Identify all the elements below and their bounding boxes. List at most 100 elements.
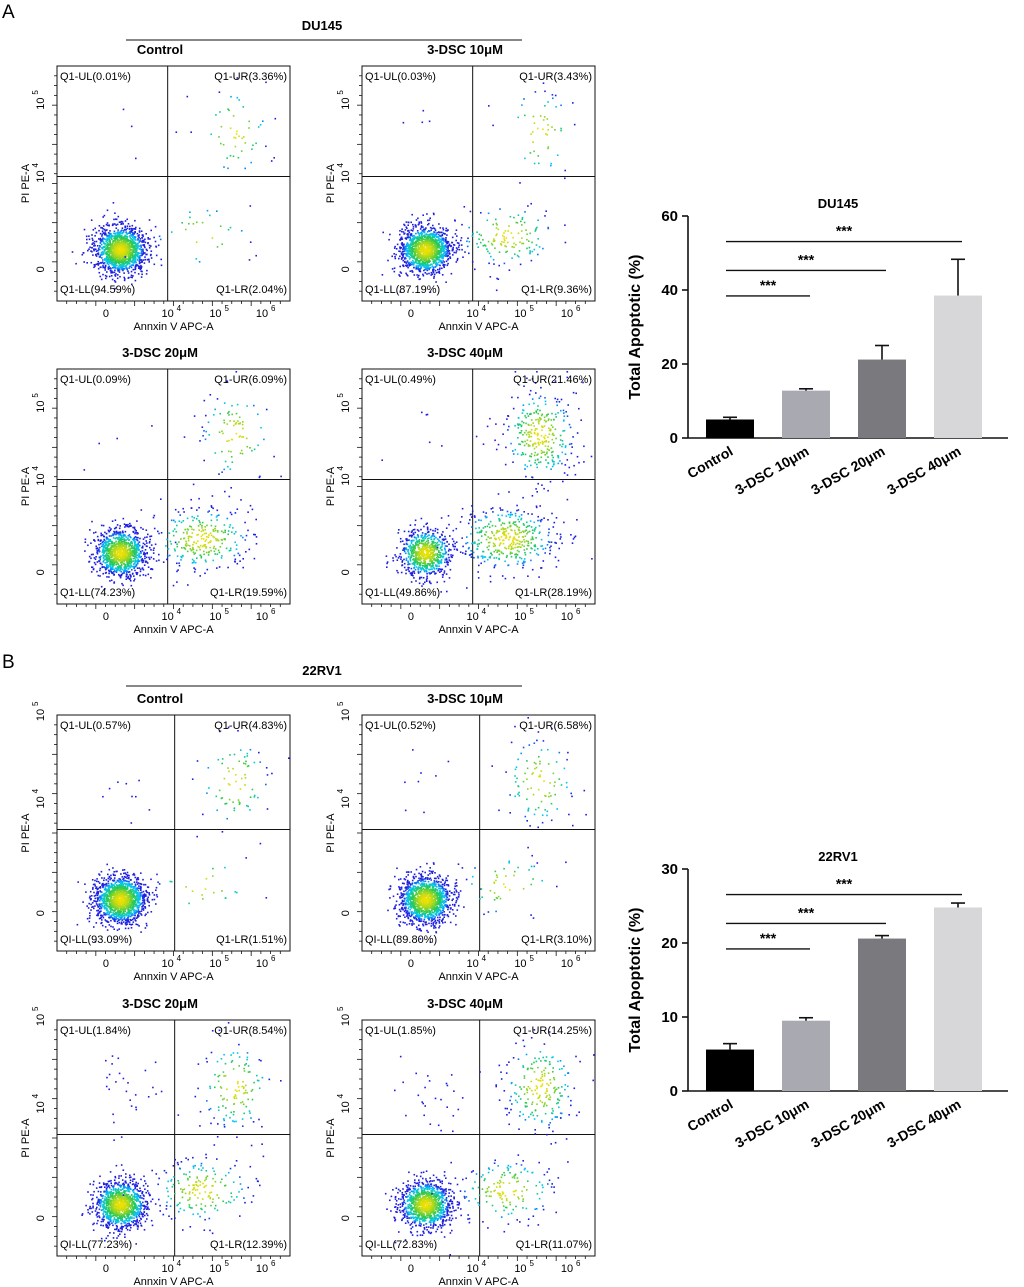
scatter-point — [444, 244, 446, 247]
scatter-point — [102, 557, 105, 559]
scatter-point — [123, 236, 126, 238]
scatter-point — [122, 253, 124, 256]
scatter-point — [106, 561, 108, 564]
scatter-point — [106, 229, 108, 231]
scatter-point — [107, 254, 109, 257]
scatter-point — [199, 548, 201, 551]
scatter-point — [437, 236, 440, 238]
scatter-point — [118, 250, 120, 252]
scatter-point — [122, 552, 124, 554]
scatter-point — [441, 544, 443, 546]
quadrant-ll-label: Q1-LL(94.59%) — [60, 284, 135, 296]
scatter-point — [412, 255, 414, 257]
scatter-point — [189, 548, 192, 550]
scatter-point — [424, 541, 427, 544]
scatter-point — [105, 571, 107, 574]
scatter-point — [423, 244, 426, 247]
scatter-point — [101, 534, 104, 536]
scatter-point — [109, 236, 111, 238]
scatter-point — [120, 564, 123, 567]
scatter-point — [422, 109, 425, 112]
scatter-point — [398, 257, 400, 260]
scatter-point — [108, 258, 110, 261]
scatter-point — [106, 234, 108, 237]
scatter-point — [405, 547, 407, 549]
scatter-point — [180, 559, 182, 561]
scatter-point — [98, 229, 100, 232]
scatter-point — [443, 261, 445, 263]
scatter-point — [426, 213, 428, 215]
scatter-point — [129, 259, 132, 261]
scatter-point — [150, 250, 153, 252]
scatter-point — [231, 404, 233, 407]
scatter-point — [148, 219, 151, 221]
scatter-point — [120, 560, 123, 563]
scatter-point — [134, 528, 136, 531]
scatter-point — [425, 567, 427, 569]
scatter-point — [429, 257, 432, 259]
scatter-point — [410, 234, 413, 237]
scatter-point — [187, 539, 190, 542]
scatter-point — [109, 250, 111, 252]
scatter-point — [407, 251, 410, 253]
scatter-point — [106, 245, 109, 247]
scatter-point — [409, 247, 412, 250]
scatter-point — [228, 414, 230, 416]
scatter-point — [395, 253, 397, 256]
scatter-point — [135, 531, 137, 534]
scatter-point — [139, 257, 141, 259]
scatter-point — [111, 571, 113, 574]
scatter-point — [111, 238, 113, 241]
scatter-point — [144, 553, 146, 556]
scatter-point — [219, 225, 222, 227]
scatter-point — [444, 565, 447, 568]
scatter-point — [140, 559, 143, 561]
scatter-point — [96, 547, 99, 549]
scatter-point — [132, 246, 135, 249]
scatter-point — [232, 115, 235, 117]
y-tick-exponent: 5 — [31, 90, 40, 95]
scatter-point — [85, 235, 88, 238]
scatter-point — [460, 239, 462, 242]
scatter-point — [216, 519, 218, 521]
scatter-point — [423, 230, 425, 232]
scatter-point — [132, 232, 134, 234]
scatter-point — [219, 412, 221, 415]
scatter-point — [125, 239, 127, 242]
scatter-point — [431, 246, 433, 249]
scatter-point — [420, 234, 423, 236]
scatter-point — [399, 233, 401, 236]
scatter-point — [180, 538, 182, 540]
scatter-point — [435, 246, 437, 249]
scatter-point — [114, 557, 117, 559]
scatter-point — [423, 269, 425, 272]
scatter-point — [435, 249, 437, 252]
scatter-point — [105, 255, 108, 258]
scatter-point — [422, 577, 425, 579]
scatter-point — [120, 235, 122, 238]
scatter-point — [123, 240, 126, 243]
scatter-point — [99, 540, 102, 542]
scatter-point — [130, 254, 132, 257]
scatter-point — [228, 549, 231, 552]
scatter-point — [111, 234, 114, 237]
scatter-point — [107, 266, 110, 269]
scatter-point — [229, 468, 232, 470]
scatter-point — [99, 246, 101, 248]
scatter-point — [101, 230, 104, 233]
scatter-point — [417, 245, 420, 248]
scatter-point — [133, 245, 135, 247]
scatter-point — [144, 557, 146, 560]
scatter-point — [101, 248, 104, 250]
scatter-point — [194, 552, 197, 554]
scatter-point — [131, 249, 134, 251]
scatter-point — [95, 556, 97, 558]
scatter-point — [409, 560, 412, 562]
scatter-point — [124, 568, 126, 570]
scatter-point — [92, 242, 94, 244]
scatter-point — [129, 566, 132, 569]
scatter-point — [99, 275, 102, 278]
scatter-point — [247, 529, 249, 532]
scatter-cloud — [71, 77, 277, 290]
scatter-point — [123, 545, 125, 547]
